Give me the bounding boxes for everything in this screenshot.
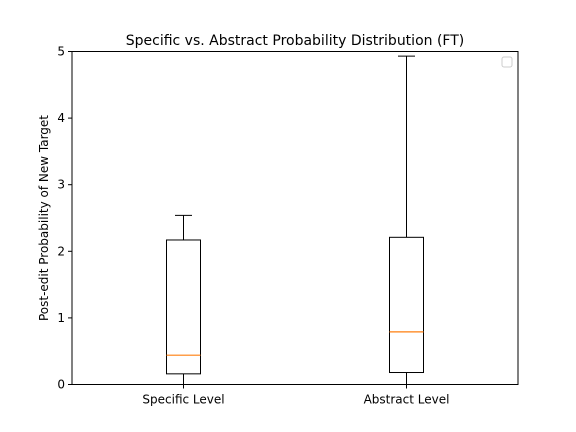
y-axis-label: Post-edit Probability of New Target — [37, 115, 51, 321]
plot-frame — [71, 51, 519, 385]
box-iqr — [389, 236, 424, 374]
plot-area — [166, 55, 424, 385]
y-tick-label: 5 — [57, 45, 65, 59]
y-tick-label: 3 — [57, 178, 65, 192]
y-tick-label: 2 — [57, 244, 65, 258]
legend-box — [501, 56, 513, 68]
x-tick-label: Specific Level — [142, 393, 224, 407]
y-tick-label: 0 — [57, 378, 65, 392]
box-abstract — [389, 55, 424, 385]
x-tick-label: Abstract Level — [364, 393, 450, 407]
box-specific — [166, 214, 201, 385]
y-tick-label: 1 — [57, 311, 65, 325]
box-iqr — [166, 239, 201, 375]
chart-title: Specific vs. Abstract Probability Distri… — [126, 33, 465, 49]
y-tick-label: 4 — [57, 111, 65, 125]
